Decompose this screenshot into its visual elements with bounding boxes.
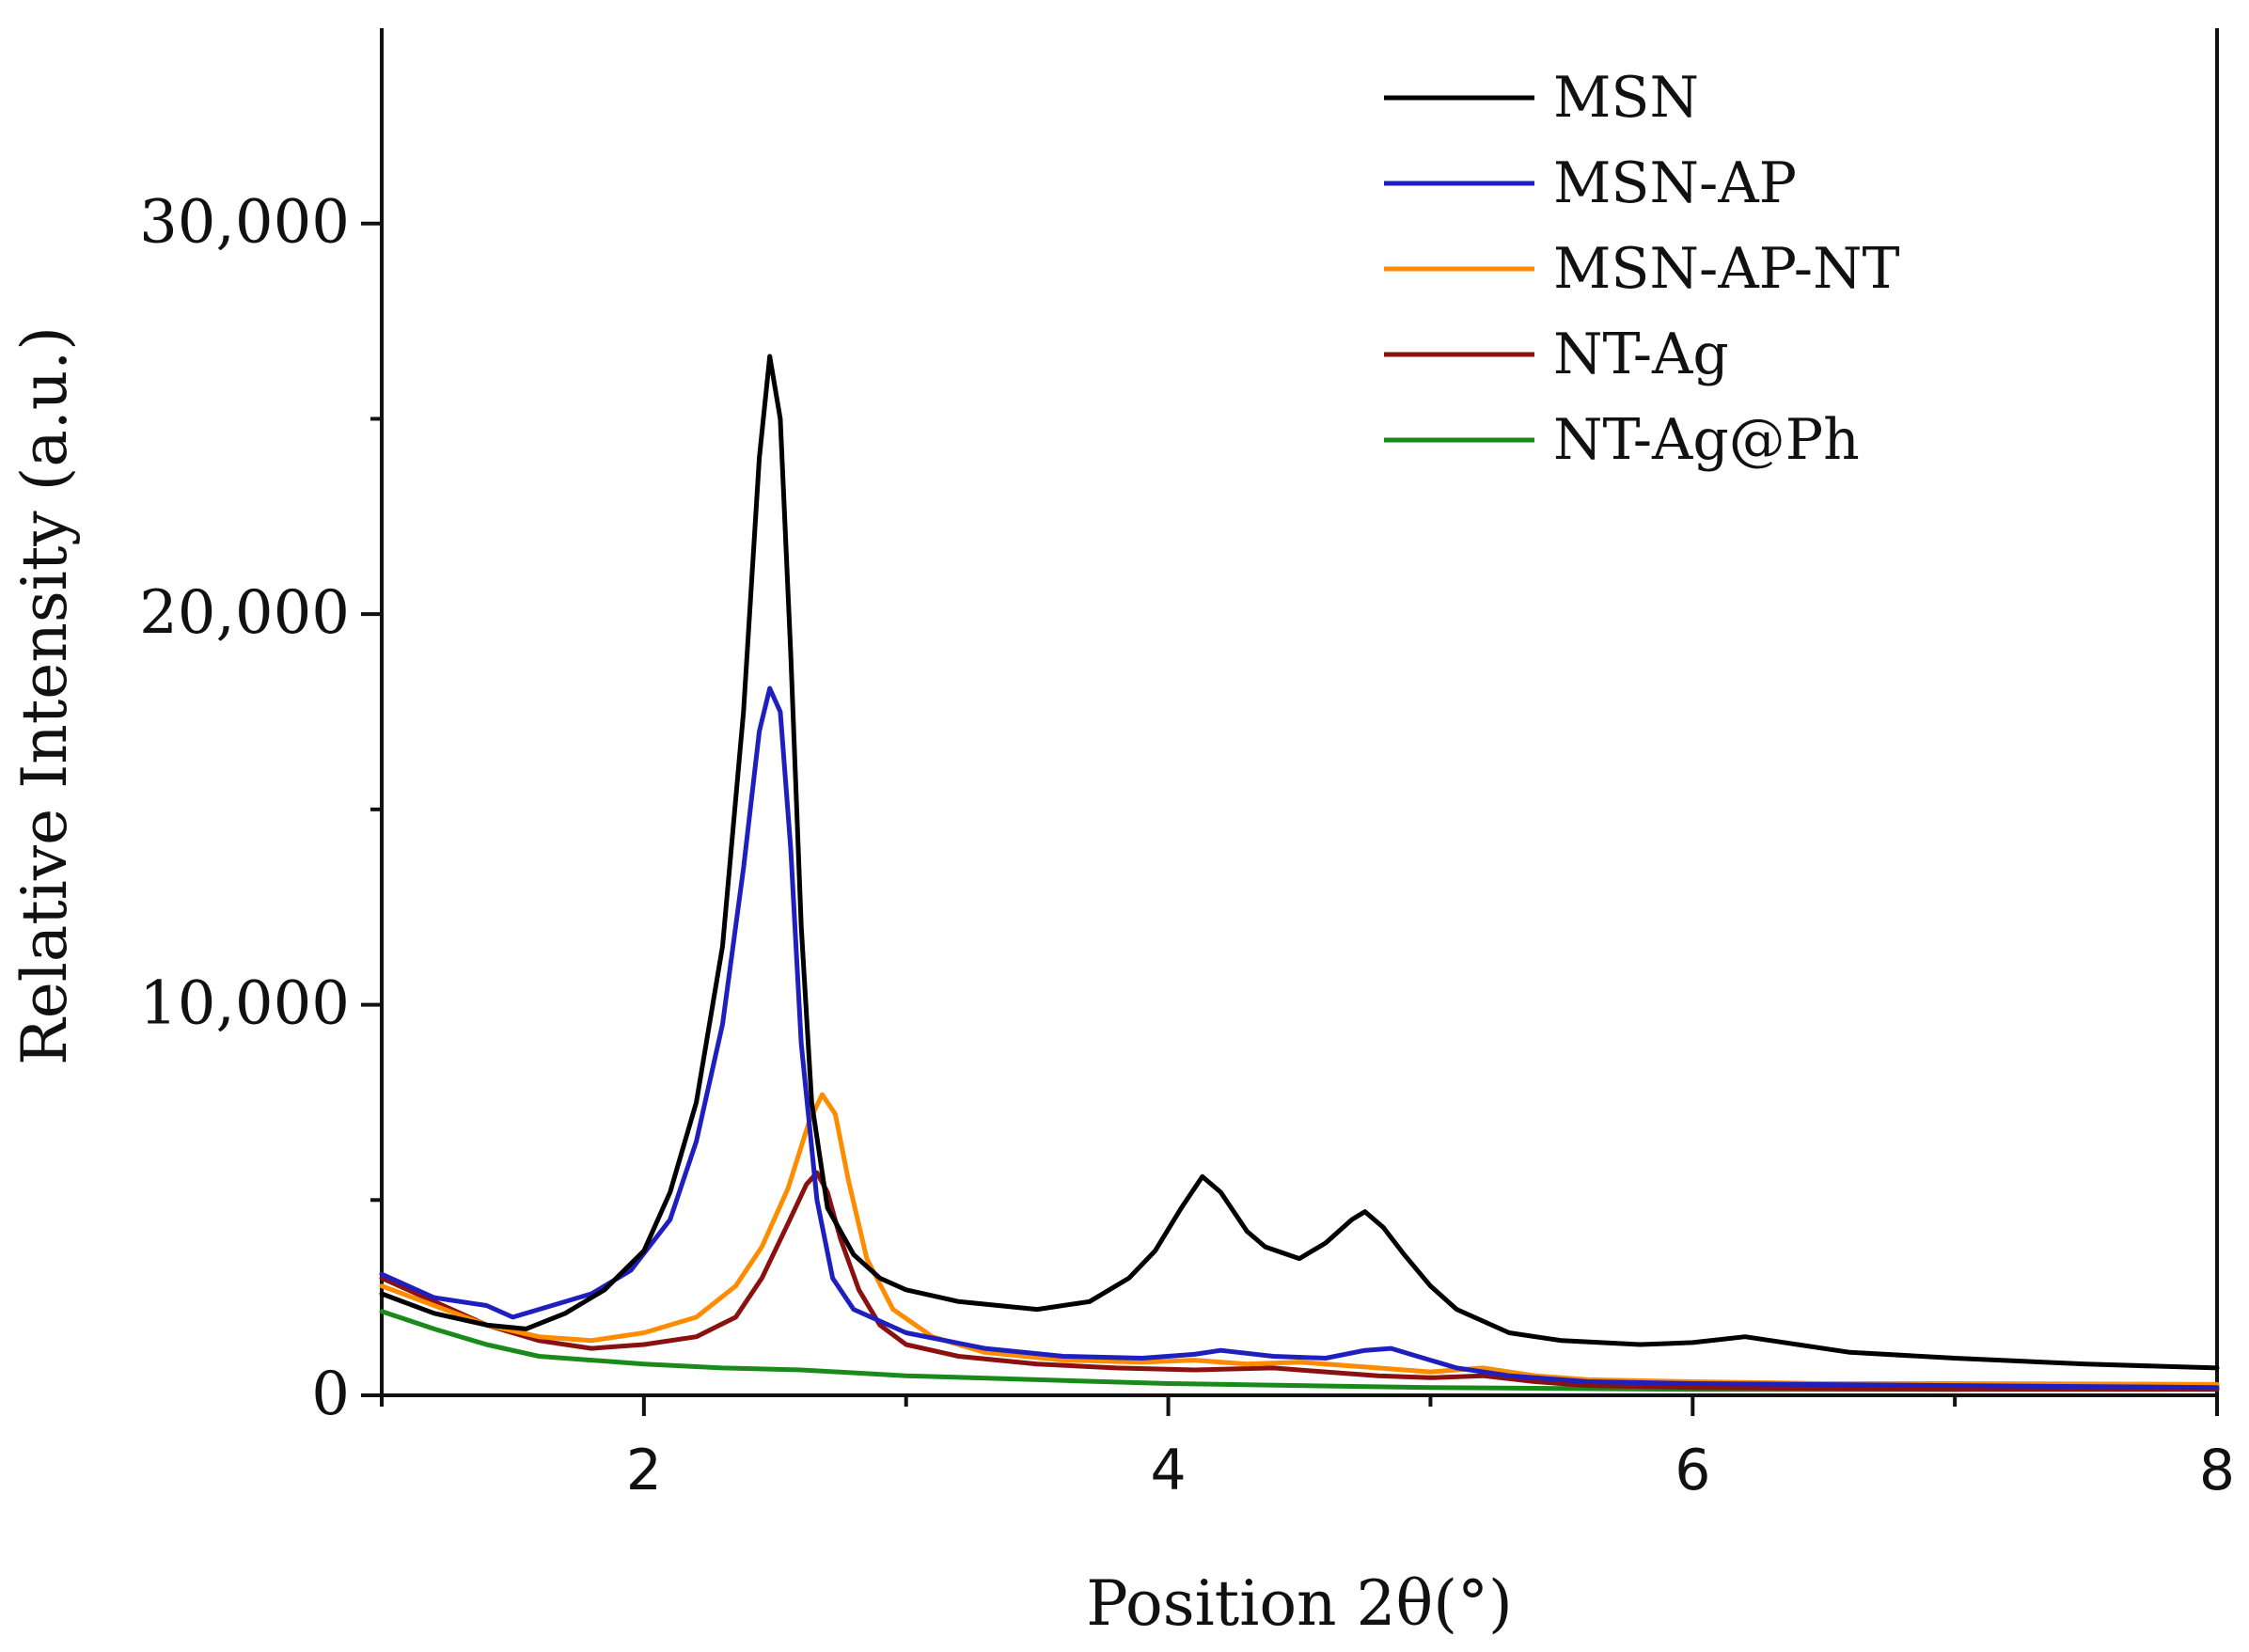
series-line-nt-ag-ph: [379, 1309, 2220, 1392]
legend-label-nt-ag-ph: NT-Ag@Ph: [1553, 407, 1860, 473]
y-tick-label: 30,000: [139, 188, 350, 258]
y-axis-title: Relative Intensity (a.u.): [8, 326, 81, 1065]
x-tick-label: 8: [2199, 1438, 2235, 1503]
x-tick-label: 4: [1150, 1438, 1186, 1503]
legend-label-msn-ap-nt: MSN-AP-NT: [1553, 236, 1900, 302]
y-tick-label: 10,000: [139, 969, 350, 1039]
series-line-msn: [379, 354, 2220, 1371]
series-line-nt-ag: [379, 1170, 2220, 1392]
legend: MSN MSN-AP MSN-AP-NT NT-Ag NT-Ag@Ph: [1384, 65, 1900, 473]
y-tick-label: 20,000: [139, 578, 350, 648]
x-axis-title: Position 2θ(°): [1086, 1567, 1513, 1640]
legend-label-msn: MSN: [1553, 65, 1699, 131]
legend-label-nt-ag: NT-Ag: [1553, 322, 1729, 387]
x-tick-label: 6: [1675, 1438, 1710, 1503]
legend-label-msn-ap: MSN-AP: [1553, 150, 1797, 216]
series-line-msn-ap: [379, 685, 2220, 1391]
y-tick-label: 0: [311, 1360, 350, 1429]
axis-ticks: 0 10,000 20,000 30,000 2 4 6 8: [139, 188, 2235, 1503]
x-tick-label: 2: [626, 1438, 662, 1503]
series-group: [379, 354, 2220, 1392]
series-line-msn-ap-nt: [379, 1092, 2220, 1387]
